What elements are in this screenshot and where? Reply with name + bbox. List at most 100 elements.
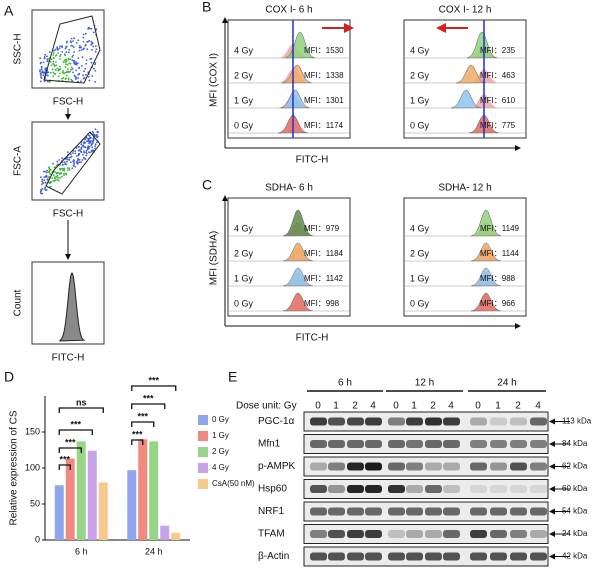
legend-label: 2 Gy bbox=[212, 447, 229, 456]
dot bbox=[50, 58, 53, 60]
dot bbox=[90, 40, 93, 43]
dot bbox=[63, 172, 65, 175]
size-label: 42 kDa bbox=[562, 552, 588, 561]
dot bbox=[59, 45, 61, 47]
dot bbox=[63, 59, 66, 62]
y-tick-label: 0 bbox=[35, 534, 40, 544]
dot bbox=[91, 49, 93, 51]
dot bbox=[94, 50, 97, 53]
band bbox=[510, 485, 527, 493]
x-axis-label: FSC-H bbox=[53, 209, 84, 220]
dot bbox=[49, 51, 51, 53]
dot bbox=[41, 180, 43, 183]
dot bbox=[80, 146, 83, 149]
band bbox=[388, 440, 405, 448]
dot bbox=[78, 161, 81, 164]
significance-label: *** bbox=[70, 419, 81, 429]
gate bbox=[43, 15, 101, 84]
dot bbox=[64, 61, 67, 64]
dot bbox=[80, 80, 82, 83]
dose-label: 0 Gy bbox=[234, 298, 254, 308]
lane-label: 4 bbox=[535, 401, 541, 412]
dot bbox=[70, 66, 73, 69]
band bbox=[365, 417, 382, 426]
band bbox=[470, 507, 487, 516]
dot bbox=[83, 142, 85, 145]
band bbox=[406, 440, 423, 448]
dot bbox=[68, 48, 71, 51]
dot bbox=[53, 180, 56, 183]
dot bbox=[83, 151, 85, 154]
histogram bbox=[466, 31, 498, 59]
dot bbox=[76, 160, 78, 163]
dot bbox=[39, 80, 42, 83]
band bbox=[406, 485, 423, 493]
size-label: 24 kDa bbox=[562, 529, 588, 538]
mfi-label: MFI：235 bbox=[480, 46, 516, 55]
size-label: 84 kDa bbox=[562, 439, 588, 448]
dot bbox=[56, 178, 58, 181]
dot bbox=[56, 46, 58, 49]
dot bbox=[71, 45, 74, 47]
dot bbox=[95, 28, 98, 31]
band bbox=[328, 440, 345, 448]
dot bbox=[59, 172, 62, 175]
dot bbox=[44, 54, 47, 56]
band bbox=[388, 417, 405, 426]
dot bbox=[83, 70, 85, 73]
y-tick-label: 150 bbox=[25, 426, 40, 436]
mfi-label: MFI：775 bbox=[480, 121, 516, 130]
dose-label: 1 Gy bbox=[410, 95, 430, 105]
dot bbox=[39, 75, 42, 77]
dot bbox=[95, 134, 98, 136]
dot bbox=[91, 41, 94, 44]
dot bbox=[52, 174, 55, 177]
x-axis-label: FITC-H bbox=[52, 353, 85, 364]
dot bbox=[61, 167, 64, 170]
dot bbox=[70, 78, 73, 81]
lane-label: 1 bbox=[495, 401, 501, 412]
dot bbox=[45, 171, 48, 174]
dot bbox=[90, 61, 93, 64]
dose-label: 2 Gy bbox=[234, 248, 254, 258]
dot bbox=[61, 51, 64, 53]
dot bbox=[49, 180, 52, 183]
dot bbox=[56, 160, 59, 163]
dot bbox=[63, 170, 66, 172]
dot bbox=[92, 31, 95, 34]
legend-swatch bbox=[198, 431, 208, 441]
dot bbox=[44, 68, 47, 71]
dot bbox=[67, 77, 70, 79]
dot bbox=[44, 186, 47, 189]
bar bbox=[65, 458, 75, 540]
dot bbox=[68, 51, 70, 54]
dot bbox=[54, 48, 57, 51]
dot bbox=[64, 59, 67, 61]
band bbox=[510, 417, 527, 426]
dot bbox=[49, 173, 51, 175]
dot bbox=[87, 27, 89, 30]
band bbox=[425, 417, 442, 426]
dot bbox=[61, 77, 63, 80]
legend-label: 0 Gy bbox=[212, 415, 229, 424]
band bbox=[388, 507, 405, 516]
dot bbox=[40, 76, 42, 79]
band bbox=[328, 530, 345, 538]
histogram bbox=[470, 209, 502, 237]
dot bbox=[80, 143, 83, 146]
dot bbox=[82, 153, 84, 156]
dot bbox=[73, 162, 75, 165]
dot bbox=[58, 47, 61, 50]
dot bbox=[57, 52, 59, 54]
dot bbox=[85, 149, 88, 152]
legend-swatch bbox=[198, 479, 208, 489]
legend-label: 1 Gy bbox=[212, 431, 229, 440]
dot bbox=[95, 141, 98, 144]
y-axis-label: MFI (COX I) bbox=[209, 53, 220, 107]
dot bbox=[78, 145, 80, 148]
band bbox=[470, 440, 487, 448]
dot bbox=[71, 56, 74, 58]
dot bbox=[88, 145, 91, 148]
band bbox=[530, 462, 547, 471]
